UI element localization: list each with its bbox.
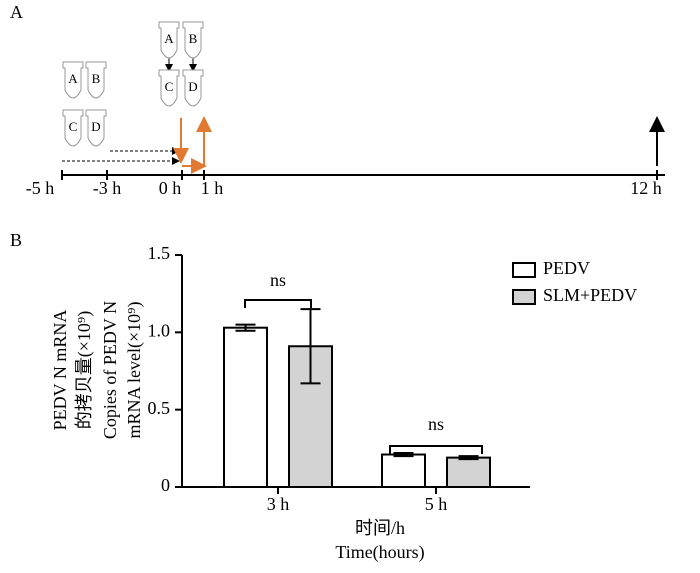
significance-bracket — [244, 299, 312, 308]
tube-label: C — [165, 79, 174, 94]
legend-swatch — [512, 262, 536, 278]
error-bar — [300, 308, 321, 385]
panel-label: B — [10, 230, 22, 250]
bar — [381, 453, 426, 488]
y-axis-title: mRNA level(×10⁹) — [124, 302, 145, 439]
error-bar — [393, 451, 414, 458]
y-tick-label: 1.0 — [148, 320, 171, 340]
bar — [446, 456, 491, 489]
tube-label: B — [92, 71, 101, 86]
y-tick-label: 1.5 — [148, 243, 171, 263]
y-axis-title: PEDV N mRNA — [50, 310, 70, 431]
tube-label: A — [164, 31, 174, 46]
tube — [182, 21, 204, 59]
x-axis-title: 时间/h — [355, 518, 405, 538]
timepoint-label: 1 h — [201, 178, 224, 198]
annotation: ns — [270, 270, 286, 290]
x-tick-label: 5 h — [425, 494, 448, 514]
error-bar — [235, 323, 256, 332]
y-axis-title: 的拷贝量(×10⁹) — [74, 311, 95, 429]
tube — [158, 21, 180, 59]
x-axis-title: Time(hours) — [335, 542, 424, 563]
tube-label: D — [188, 79, 197, 94]
y-tick-label: 0 — [161, 475, 170, 495]
tube-label: B — [189, 31, 198, 46]
tube-label: D — [91, 119, 100, 134]
legend-label: SLM+PEDV — [543, 285, 637, 305]
x-tick-label: 3 h — [267, 494, 290, 514]
timepoint-label: -3 h — [93, 178, 122, 198]
y-tick-label: 0.5 — [148, 398, 171, 418]
tube-label: A — [68, 71, 78, 86]
tube — [62, 61, 84, 99]
timepoint-label: 12 h — [630, 178, 662, 198]
tube — [62, 109, 84, 147]
y-axis-title: Copies of PEDV N — [100, 301, 120, 439]
annotation: ns — [428, 414, 444, 434]
timepoint-label: -5 h — [26, 178, 55, 198]
bar — [223, 326, 268, 488]
significance-bracket — [389, 445, 483, 454]
tube — [85, 109, 107, 147]
tube — [158, 69, 180, 107]
tube-label: C — [69, 119, 78, 134]
tube — [182, 69, 204, 107]
tube — [85, 61, 107, 99]
timepoint-label: 0 h — [159, 178, 182, 198]
legend-label: PEDV — [543, 258, 590, 278]
legend-swatch — [512, 289, 536, 305]
panel-label: A — [10, 2, 23, 22]
error-bar — [458, 455, 479, 461]
